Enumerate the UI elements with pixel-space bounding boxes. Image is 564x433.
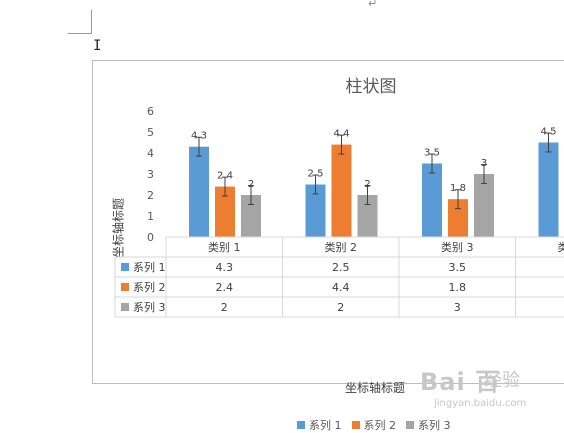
- table-cell: 2.4: [216, 281, 234, 294]
- x-tick-label: 类别 2: [325, 240, 358, 254]
- table-cell: 3: [454, 301, 461, 314]
- bar: [422, 164, 442, 238]
- watermark-url: jingyan.baidu.com: [434, 398, 526, 409]
- watermark-logo: Bai 百 经验 jingyan.baidu.com: [420, 362, 560, 422]
- x-axis-title[interactable]: 坐标轴标题: [315, 379, 435, 396]
- legend-label: 系列 2: [364, 417, 397, 433]
- y-tick-label: 4: [147, 147, 154, 160]
- x-tick-label: 类别 4: [558, 240, 564, 254]
- data-label: 2: [248, 179, 254, 190]
- paragraph-mark-icon: ↵: [368, 0, 377, 10]
- table-series-label: 系列 1: [133, 260, 166, 274]
- page-margin-mark-vertical: [91, 10, 92, 34]
- data-label: 2.5: [308, 169, 324, 180]
- data-label: 3.5: [424, 148, 440, 159]
- data-label: 3: [481, 158, 487, 169]
- data-label: 4.5: [541, 127, 557, 138]
- table-cell: 2: [337, 301, 344, 314]
- table-cell: 4.4: [332, 281, 350, 294]
- table-cell: 2: [221, 301, 228, 314]
- table-cell: 3.5: [449, 261, 467, 274]
- x-tick-label: 类别 1: [208, 240, 241, 254]
- table-legend-key-icon: [121, 303, 129, 311]
- legend-label: 系列 1: [309, 417, 342, 433]
- y-tick-label: 0: [147, 231, 154, 244]
- legend-item-series-2[interactable]: 系列 2: [352, 417, 397, 433]
- x-tick-label: 类别 3: [441, 240, 474, 254]
- text-cursor-icon: I: [93, 38, 101, 54]
- table-series-label: 系列 3: [133, 300, 166, 314]
- bar: [332, 145, 352, 237]
- data-label: 2.4: [217, 171, 233, 182]
- table-cell: 4.3: [216, 261, 234, 274]
- y-tick-label: 1: [147, 210, 154, 223]
- y-tick-label: 2: [147, 189, 154, 202]
- legend-swatch-icon: [297, 421, 305, 429]
- legend-swatch-icon: [406, 421, 414, 429]
- watermark-text: 经验: [484, 366, 520, 392]
- data-label: 2: [364, 179, 370, 190]
- data-label: 4.4: [334, 129, 350, 140]
- bar: [539, 143, 559, 238]
- legend-swatch-icon: [352, 421, 360, 429]
- data-label: 4.3: [191, 131, 207, 142]
- table-legend-key-icon: [121, 263, 129, 271]
- y-tick-label: 3: [147, 168, 154, 181]
- y-tick-label: 5: [147, 126, 154, 139]
- table-cell: 1.8: [449, 281, 467, 294]
- table-cell: 2.5: [332, 261, 350, 274]
- bar: [189, 147, 209, 237]
- table-series-label: 系列 2: [133, 280, 166, 294]
- legend-item-series-1[interactable]: 系列 1: [297, 417, 342, 433]
- table-legend-key-icon: [121, 283, 129, 291]
- y-tick-label: 6: [147, 105, 154, 118]
- page-margin-mark-horizontal: [68, 33, 92, 34]
- data-label: 1.8: [450, 183, 466, 194]
